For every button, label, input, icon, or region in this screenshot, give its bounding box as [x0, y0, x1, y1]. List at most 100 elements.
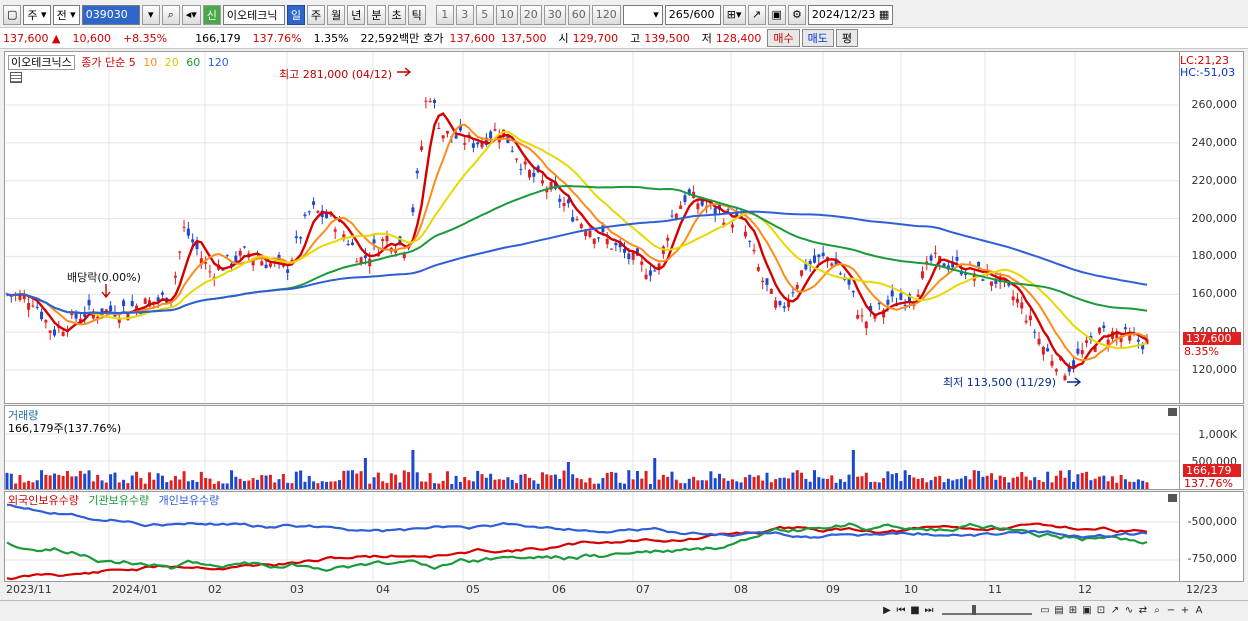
zoom-in-icon[interactable]: +: [1180, 604, 1190, 616]
volume-bar: [825, 478, 829, 489]
volume-bar: [510, 479, 514, 489]
candle-body: [402, 252, 406, 259]
volume-bar: [730, 479, 734, 489]
period-month-tab[interactable]: 월: [327, 4, 346, 25]
price-tick-5: 160,000: [1191, 287, 1238, 301]
candle-body: [268, 263, 272, 267]
volume-bar: [990, 473, 994, 489]
overlay-icon[interactable]: ▣: [1082, 604, 1092, 616]
candle-body: [230, 263, 234, 267]
interval-5[interactable]: 5: [475, 4, 494, 25]
stop-icon[interactable]: ■: [910, 604, 920, 616]
zoom-slider[interactable]: [942, 605, 1032, 615]
rewind-icon[interactable]: ⏮: [896, 604, 906, 616]
sell-button[interactable]: 매도: [801, 29, 834, 47]
new-badge[interactable]: 신: [202, 4, 221, 25]
period-day-tab[interactable]: 일: [286, 4, 306, 25]
candle-body: [584, 231, 588, 237]
volume-bar: [312, 481, 316, 489]
speaker-icon[interactable]: ◂▾: [181, 4, 201, 25]
volume-bar: [571, 474, 575, 489]
candle-body: [44, 320, 48, 323]
candle-body: [1041, 347, 1045, 355]
interval-1[interactable]: 1: [435, 4, 454, 25]
candle-body: [342, 234, 346, 240]
trend-icon[interactable]: ↗: [1110, 604, 1120, 616]
volume-pane[interactable]: 거래량 166,179주(137.76%): [4, 405, 1180, 490]
volume-bar: [899, 481, 903, 489]
volume-bar: [1015, 476, 1019, 489]
volume-bar: [635, 470, 639, 489]
volume-bar: [247, 480, 251, 489]
volume-bar: [83, 473, 87, 489]
candle-body: [53, 329, 56, 336]
scroll-right-icon[interactable]: ▶: [883, 604, 891, 616]
volume-bar: [238, 478, 242, 489]
interval-3[interactable]: 3: [455, 4, 474, 25]
layout-icon[interactable]: ▭: [1040, 604, 1050, 616]
volume-bar: [1033, 477, 1037, 489]
candle-body: [22, 293, 26, 300]
volume-bar: [1128, 481, 1132, 489]
candle-body: [182, 226, 186, 228]
period-minute-tab[interactable]: 분: [367, 4, 386, 25]
holding-pane[interactable]: 외국인보유수량 기관보유수량 개인보유수량: [4, 491, 1180, 582]
period-second-tab[interactable]: 초: [387, 4, 406, 25]
compare-icon[interactable]: ⇄: [1138, 604, 1148, 616]
candle-body: [623, 248, 626, 253]
volume-bar: [640, 478, 644, 489]
date-field[interactable]: 2024/12/23 ▦: [807, 4, 894, 25]
code-dropdown-icon[interactable]: ▾: [141, 4, 160, 25]
stock-name-field[interactable]: 이오테크닉: [222, 4, 285, 25]
candle-body: [549, 182, 553, 190]
holding-pane-close-icon[interactable]: [1168, 494, 1177, 502]
stock-code-input[interactable]: 039030: [81, 4, 140, 25]
wave-icon[interactable]: ∿: [1124, 604, 1134, 616]
split-icon[interactable]: ▤: [1054, 604, 1064, 616]
period-tick-tab[interactable]: 틱: [407, 4, 426, 25]
x-label-2: 02: [208, 583, 222, 596]
period-week-tab[interactable]: 주: [307, 4, 326, 25]
price-chart-pane[interactable]: 이오테크닉스 종가 단순 5 10 20 60 120 최고 281,000 (…: [4, 51, 1180, 404]
fast-forward-icon[interactable]: ⏭: [924, 604, 934, 616]
institution-holding-label: 기관보유수량: [88, 494, 150, 507]
zoom-out-icon[interactable]: −: [1166, 604, 1176, 616]
interval-10[interactable]: 10: [495, 4, 518, 25]
volume-bar: [96, 474, 100, 489]
volume-bar: [173, 475, 177, 489]
candle-body: [191, 239, 195, 243]
count-field[interactable]: 265/600: [664, 4, 721, 25]
window-icon[interactable]: ▢: [3, 4, 22, 25]
volume-bar: [450, 483, 454, 489]
volume-pane-close-icon[interactable]: [1168, 408, 1177, 416]
chart-settings-icon[interactable]: ⊞▾: [722, 4, 746, 25]
interval-20[interactable]: 20: [519, 4, 542, 25]
interval-120[interactable]: 120: [591, 4, 621, 25]
bid-price: 137,500: [501, 31, 547, 45]
period-year-tab[interactable]: 년: [347, 4, 366, 25]
magnifier-icon[interactable]: ⌕: [1154, 604, 1160, 616]
volume-bar: [1041, 481, 1045, 489]
interval-30[interactable]: 30: [543, 4, 566, 25]
candle-body: [601, 225, 605, 233]
font-size-icon[interactable]: A: [1195, 604, 1203, 616]
gear-icon[interactable]: ⚙: [787, 4, 806, 25]
candle-body: [713, 208, 717, 215]
indicator-icon[interactable]: ⊡: [1096, 604, 1106, 616]
market-select[interactable]: 주 ▾: [23, 4, 51, 25]
eval-button[interactable]: 평: [835, 29, 859, 47]
interval-custom-select[interactable]: ▾: [622, 4, 663, 25]
volume-bar: [212, 483, 216, 489]
volume-bar: [277, 479, 281, 489]
volume-bar: [182, 471, 186, 489]
save-icon[interactable]: ▣: [767, 4, 786, 25]
search-icon[interactable]: ⌕: [161, 4, 180, 25]
crosshair-icon[interactable]: ⊞: [1068, 604, 1078, 616]
buy-button[interactable]: 매수: [767, 29, 800, 47]
volume-bar: [562, 470, 566, 489]
prefix-select[interactable]: 전 ▾: [52, 4, 80, 25]
foreign-holding-line: [6, 522, 1148, 581]
interval-60[interactable]: 60: [567, 4, 590, 25]
draw-tool-icon[interactable]: ↗: [747, 4, 766, 25]
table-view-icon[interactable]: [10, 72, 22, 83]
